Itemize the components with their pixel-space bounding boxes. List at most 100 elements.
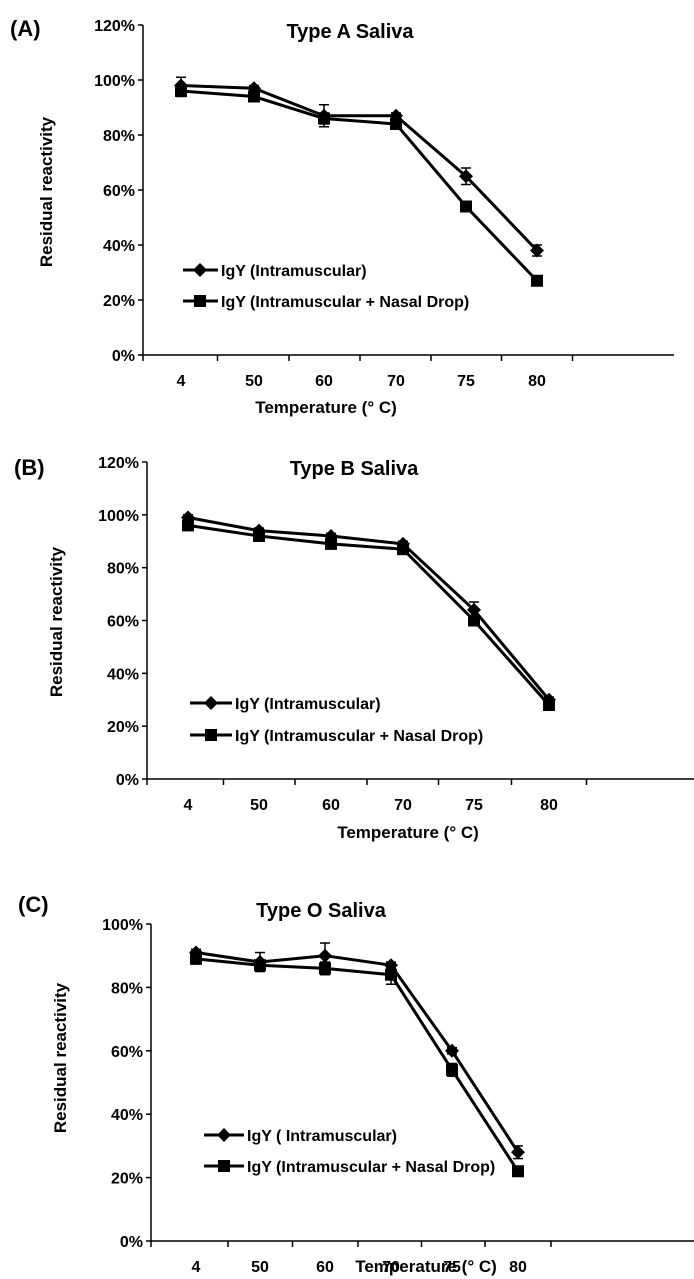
x-tick-label: 4 [177,373,186,390]
x-axis-label: Temperature (° C) [355,1257,497,1276]
x-axis-label: Temperature (° C) [337,823,479,842]
y-tick-label: 0% [112,348,135,365]
chart-title: Type O Saliva [256,900,387,922]
data-point-square [531,274,543,287]
x-tick-label: 80 [528,373,546,390]
chart-title: Type B Saliva [290,458,419,480]
data-point-square [385,968,397,981]
legend-entry-intramuscular-nasal: IgY (Intramuscular + Nasal Drop) [190,728,483,745]
data-point-square [543,699,555,712]
legend: IgY ( Intramuscular) IgY (Intramuscular … [204,1128,495,1176]
square-marker-icon [205,729,217,741]
y-tick-label: 20% [111,1171,143,1188]
data-point-square [182,519,194,532]
plot-area [181,510,556,712]
data-point-square [190,952,202,965]
legend-label: IgY (Intramuscular) [221,263,367,280]
plot-area [189,942,525,1178]
x-tick-label: 75 [465,797,483,814]
legend-entry-intramuscular-nasal: IgY (Intramuscular + Nasal Drop) [204,1159,495,1176]
data-point-square [397,543,409,556]
panel-a: (A) Type A Saliva Temperature (° C) Resi… [10,16,674,417]
y-tick-label: 80% [111,980,143,997]
panel-b: (B) Type B Saliva Temperature (° C) Resi… [14,455,694,842]
series-line [195,951,520,1154]
panel-label: (C) [18,892,49,917]
data-point-square [460,200,472,213]
y-tick-label: 60% [111,1044,143,1061]
series-line [187,523,551,707]
y-tick-label: 100% [102,917,143,934]
series-line [180,84,539,252]
series-line [187,516,551,701]
y-tick-label: 80% [103,128,135,145]
legend-entry-intramuscular: IgY ( Intramuscular) [204,1128,397,1145]
x-tick-label: 70 [394,797,412,814]
axes: 0% 20% 40% 60% 80% 100% 4 50 60 70 75 80 [102,917,694,1276]
panel-c: (C) Type O Saliva Temperature (° C) Resi… [18,892,694,1276]
y-tick-label: 120% [94,18,135,35]
data-point-square [318,112,330,125]
x-axis-label: Temperature (° C) [255,398,397,417]
plot-area [174,76,544,287]
axes: 0% 20% 40% 60% 80% 100% 120% 4 50 60 70 75 80 [98,455,694,814]
data-point-diamond [459,169,473,184]
axes: 0% 20% 40% 60% 80% 100% 120% 4 50 60 70 75 80 [94,18,674,390]
data-point-diamond [318,948,332,963]
y-tick-label: 20% [103,293,135,310]
legend-label: IgY (Intramuscular + Nasal Drop) [247,1159,495,1176]
diamond-marker-icon [193,263,207,277]
data-point-diamond [511,1145,525,1160]
x-tick-label: 60 [316,1259,334,1276]
data-point-diamond [467,602,481,617]
x-tick-label: 80 [540,797,558,814]
x-tick-label: 75 [457,373,475,390]
data-point-square [248,90,260,103]
data-point-square [390,118,402,130]
series-line [180,89,539,282]
square-marker-icon [194,295,206,307]
square-marker-icon [218,1160,230,1172]
data-point-square [319,962,331,975]
diamond-marker-icon [217,1128,231,1142]
x-tick-label: 50 [251,1259,269,1276]
x-tick-label: 4 [184,797,193,814]
y-tick-label: 0% [120,1234,143,1251]
legend-entry-intramuscular-nasal: IgY (Intramuscular + Nasal Drop) [183,294,469,311]
y-tick-label: 100% [98,508,139,525]
panel-label: (A) [10,16,41,41]
y-tick-label: 60% [103,183,135,200]
legend-entry-intramuscular: IgY (Intramuscular) [190,696,381,713]
x-tick-label: 50 [250,797,268,814]
y-tick-label: 80% [107,561,139,578]
y-tick-label: 0% [116,772,139,789]
data-point-diamond [445,1043,459,1058]
x-tick-label: 60 [315,373,333,390]
data-point-square [175,85,187,97]
legend: IgY (Intramuscular) IgY (Intramuscular +… [190,696,483,745]
x-tick-label: 4 [192,1259,201,1276]
y-axis-label: Residual reactivity [47,546,66,697]
y-tick-label: 100% [94,73,135,90]
x-tick-label: 70 [387,373,405,390]
y-axis-label: Residual reactivity [37,116,56,267]
x-tick-label: 50 [245,373,263,390]
y-tick-label: 40% [103,238,135,255]
data-point-square [325,537,337,550]
x-tick-label: 60 [322,797,340,814]
x-tick-label: 75 [443,1259,461,1276]
legend-label: IgY (Intramuscular + Nasal Drop) [221,294,469,311]
data-point-square [253,529,265,542]
legend-label: IgY (Intramuscular + Nasal Drop) [235,728,483,745]
y-tick-label: 20% [107,719,139,736]
data-point-diamond [530,243,544,258]
y-tick-label: 40% [111,1107,143,1124]
diamond-marker-icon [204,696,218,710]
x-tick-label: 70 [382,1259,400,1276]
legend-entry-intramuscular: IgY (Intramuscular) [183,263,367,280]
data-point-square [512,1165,524,1178]
y-tick-label: 60% [107,614,139,631]
series-line [195,957,520,1173]
legend: IgY (Intramuscular) IgY (Intramuscular +… [183,263,469,311]
